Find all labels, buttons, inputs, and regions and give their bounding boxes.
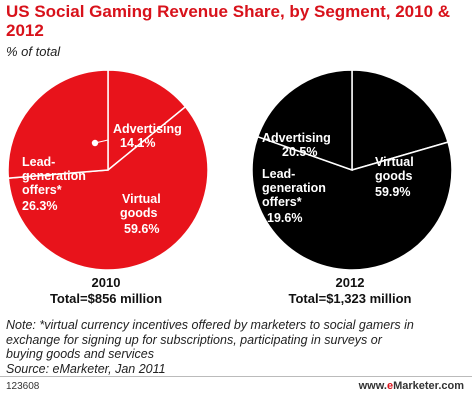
value-2010-advertising: 14.1% bbox=[120, 136, 155, 150]
pie-2010: Advertising 14.1% Lead- generation offer… bbox=[7, 69, 209, 271]
label-2012-lead-line1: Lead- bbox=[262, 167, 295, 181]
slice-2012-advertising bbox=[351, 69, 449, 171]
caption-2012-total: Total=$1,323 million bbox=[288, 291, 412, 306]
advertising-leader-line bbox=[94, 139, 109, 144]
label-2010-virtual-line2: goods bbox=[120, 206, 158, 220]
slice-2012-virtual-goods bbox=[251, 135, 453, 271]
source-line: Source: eMarketer, Jan 2011 bbox=[6, 361, 166, 376]
caption-2010: 2010 Total=$856 million bbox=[6, 275, 206, 307]
advertising-marker-dot bbox=[91, 139, 99, 147]
note-line-2: exchange for signing up for subscription… bbox=[6, 332, 382, 347]
slice-2012-lead-generation bbox=[256, 69, 353, 172]
value-2012-virtual: 59.9% bbox=[375, 185, 410, 199]
brand-suffix: Marketer.com bbox=[393, 380, 464, 392]
value-2012-advertising: 20.5% bbox=[282, 145, 317, 159]
label-2010-lead-line1: Lead- bbox=[22, 155, 55, 169]
chart-note: Note: *virtual currency incentives offer… bbox=[6, 318, 468, 376]
label-2010-virtual-line1: Virtual bbox=[122, 192, 161, 206]
slice-2010-lead-generation bbox=[7, 69, 109, 179]
note-line-3: buying goods and services bbox=[6, 347, 155, 361]
brand-e: e bbox=[386, 380, 394, 392]
footer-divider bbox=[0, 376, 472, 377]
chart-title: US Social Gaming Revenue Share, by Segme… bbox=[6, 2, 451, 40]
slice-2010-virtual-goods bbox=[7, 105, 209, 271]
chart-id: 123608 bbox=[6, 381, 40, 392]
label-2012-lead-line3: offers* bbox=[262, 195, 302, 209]
caption-2010-year: 2010 bbox=[91, 275, 121, 290]
chart-subtitle: % of total bbox=[6, 44, 61, 59]
pie-charts: Advertising 14.1% Lead- generation offer… bbox=[7, 69, 453, 271]
caption-2010-total: Total=$856 million bbox=[49, 291, 163, 306]
pie-2012: Advertising 20.5% Lead- generation offer… bbox=[251, 69, 453, 271]
label-2010-lead-line2: generation bbox=[22, 169, 86, 183]
caption-2012: 2012 Total=$1,323 million bbox=[250, 275, 450, 307]
note-line-1: Note: *virtual currency incentives offer… bbox=[6, 318, 414, 332]
brand-prefix: www. bbox=[358, 380, 387, 392]
label-2012-advertising: Advertising bbox=[262, 131, 331, 145]
value-2012-lead: 19.6% bbox=[267, 211, 302, 225]
label-2012-virtual-line2: goods bbox=[375, 169, 413, 183]
caption-2012-year: 2012 bbox=[335, 275, 365, 290]
slice-2010-advertising bbox=[107, 69, 187, 172]
label-2010-lead-line3: offers* bbox=[22, 183, 62, 197]
label-2012-lead-line2: generation bbox=[262, 181, 326, 195]
label-2010-advertising: Advertising bbox=[113, 122, 182, 136]
value-2010-lead: 26.3% bbox=[22, 199, 57, 213]
value-2010-virtual: 59.6% bbox=[124, 222, 159, 236]
brand-url[interactable]: www.eMarketer.com bbox=[359, 380, 464, 392]
label-2012-virtual-line1: Virtual bbox=[375, 155, 414, 169]
